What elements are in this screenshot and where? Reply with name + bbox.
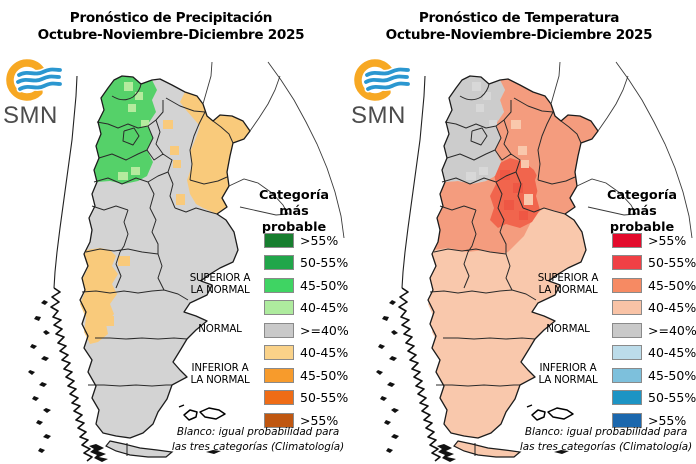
legend-title-line2: probable	[609, 219, 675, 235]
legend-label: >=40%	[648, 323, 696, 338]
legend-label: 50-55%	[300, 255, 349, 270]
legend-row: 45-50%	[612, 368, 696, 383]
legend-row: 45-50%	[264, 278, 348, 293]
legend-swatch	[264, 323, 294, 338]
legend-row: 40-45%	[612, 345, 696, 360]
legend-label: 45-50%	[648, 368, 696, 383]
legend-swatch	[264, 300, 294, 315]
legend-label: 40-45%	[300, 300, 349, 315]
legend-swatch	[264, 278, 294, 293]
legend-title-line1: Categoría más	[606, 188, 678, 219]
title-line2: Octubre-Noviembre-Diciembre 2025	[385, 27, 653, 44]
legend-title-line1: Categoría más	[258, 188, 330, 219]
legend-title-line2: probable	[261, 219, 327, 235]
smn-logo-icon	[6, 59, 64, 101]
legend-row: >=40%	[612, 323, 696, 338]
legend-swatch	[612, 368, 642, 383]
smn-logo-icon	[354, 59, 412, 101]
legend-row: >=40%	[264, 323, 349, 338]
legend-row: >55%	[264, 413, 348, 428]
legend-swatch	[264, 233, 294, 248]
legend-label: 50-55%	[648, 255, 696, 270]
legend-label: 40-45%	[300, 345, 349, 360]
legend-swatch	[612, 345, 642, 360]
legend-row: 40-45%	[264, 300, 348, 315]
legend-label: 45-50%	[300, 278, 349, 293]
legend-label: >55%	[300, 413, 339, 428]
legend-label: >=40%	[300, 323, 349, 338]
title-line1: Pronóstico de Precipitación	[69, 10, 273, 26]
legend-swatch	[612, 413, 642, 428]
legend-label: 50-55%	[300, 390, 349, 405]
legend-row: >55%	[612, 413, 696, 428]
legend-row: 50-55%	[264, 390, 348, 405]
legend-label: >55%	[300, 233, 339, 248]
legend-title: Categoría más probable	[592, 188, 692, 236]
legend-row: 45-50%	[612, 278, 696, 293]
legend-swatch	[264, 390, 294, 405]
legend-swatch	[612, 323, 642, 338]
legend-swatch	[612, 300, 642, 315]
legend-label: 45-50%	[648, 278, 696, 293]
panel-title: Pronóstico de Temperatura Octubre-Noviem…	[348, 10, 690, 45]
legend-label: 50-55%	[648, 390, 696, 405]
legend-label: 45-50%	[300, 368, 349, 383]
panel-temperature: Pronóstico de Temperatura Octubre-Noviem…	[348, 0, 696, 464]
legend-group-inferior: INFERIOR A LA NORMAL	[190, 362, 250, 387]
legend-group-superior: SUPERIOR A LA NORMAL	[537, 272, 599, 297]
legend-row: 40-45%	[612, 300, 696, 315]
legend-swatch	[612, 233, 642, 248]
smn-logo-text: SMN	[351, 102, 406, 129]
legend-row: 50-55%	[264, 255, 348, 270]
legend-swatch	[264, 255, 294, 270]
legend-row: >55%	[612, 233, 696, 248]
legend-label: >55%	[648, 413, 687, 428]
legend-group-inferior: INFERIOR A LA NORMAL	[538, 362, 598, 387]
legend-row: 50-55%	[612, 255, 696, 270]
legend-row: 50-55%	[612, 390, 696, 405]
title-line1: Pronóstico de Temperatura	[418, 10, 620, 26]
legend-title: Categoría más probable	[244, 188, 344, 236]
legend-swatch	[264, 345, 294, 360]
title-line2: Octubre-Noviembre-Diciembre 2025	[37, 27, 305, 44]
legend-swatch	[612, 390, 642, 405]
legend-row: 40-45%	[264, 345, 348, 360]
malvinas-islands-icon	[526, 404, 574, 421]
legend-swatch	[612, 278, 642, 293]
legend-group-normal: NORMAL	[546, 323, 590, 335]
legend-group-normal: NORMAL	[198, 323, 242, 335]
legend-swatch	[264, 368, 294, 383]
malvinas-islands-icon	[178, 404, 226, 421]
legend-footnote: Blanco: igual probabilidad para las tres…	[519, 426, 693, 454]
legend-row: >55%	[264, 233, 348, 248]
legend-swatch	[612, 255, 642, 270]
legend-label: >55%	[648, 233, 687, 248]
legend-label: 40-45%	[648, 300, 696, 315]
legend-row: 45-50%	[264, 368, 348, 383]
legend-group-superior: SUPERIOR A LA NORMAL	[189, 272, 251, 297]
legend-label: 40-45%	[648, 345, 696, 360]
panel-precipitation: Pronóstico de Precipitación Octubre-Novi…	[0, 10, 349, 463]
legend-footnote: Blanco: igual probabilidad para las tres…	[171, 426, 345, 454]
smn-logo-text: SMN	[3, 102, 58, 129]
panel-title: Pronóstico de Precipitación Octubre-Novi…	[0, 10, 342, 45]
legend-swatch	[264, 413, 294, 428]
